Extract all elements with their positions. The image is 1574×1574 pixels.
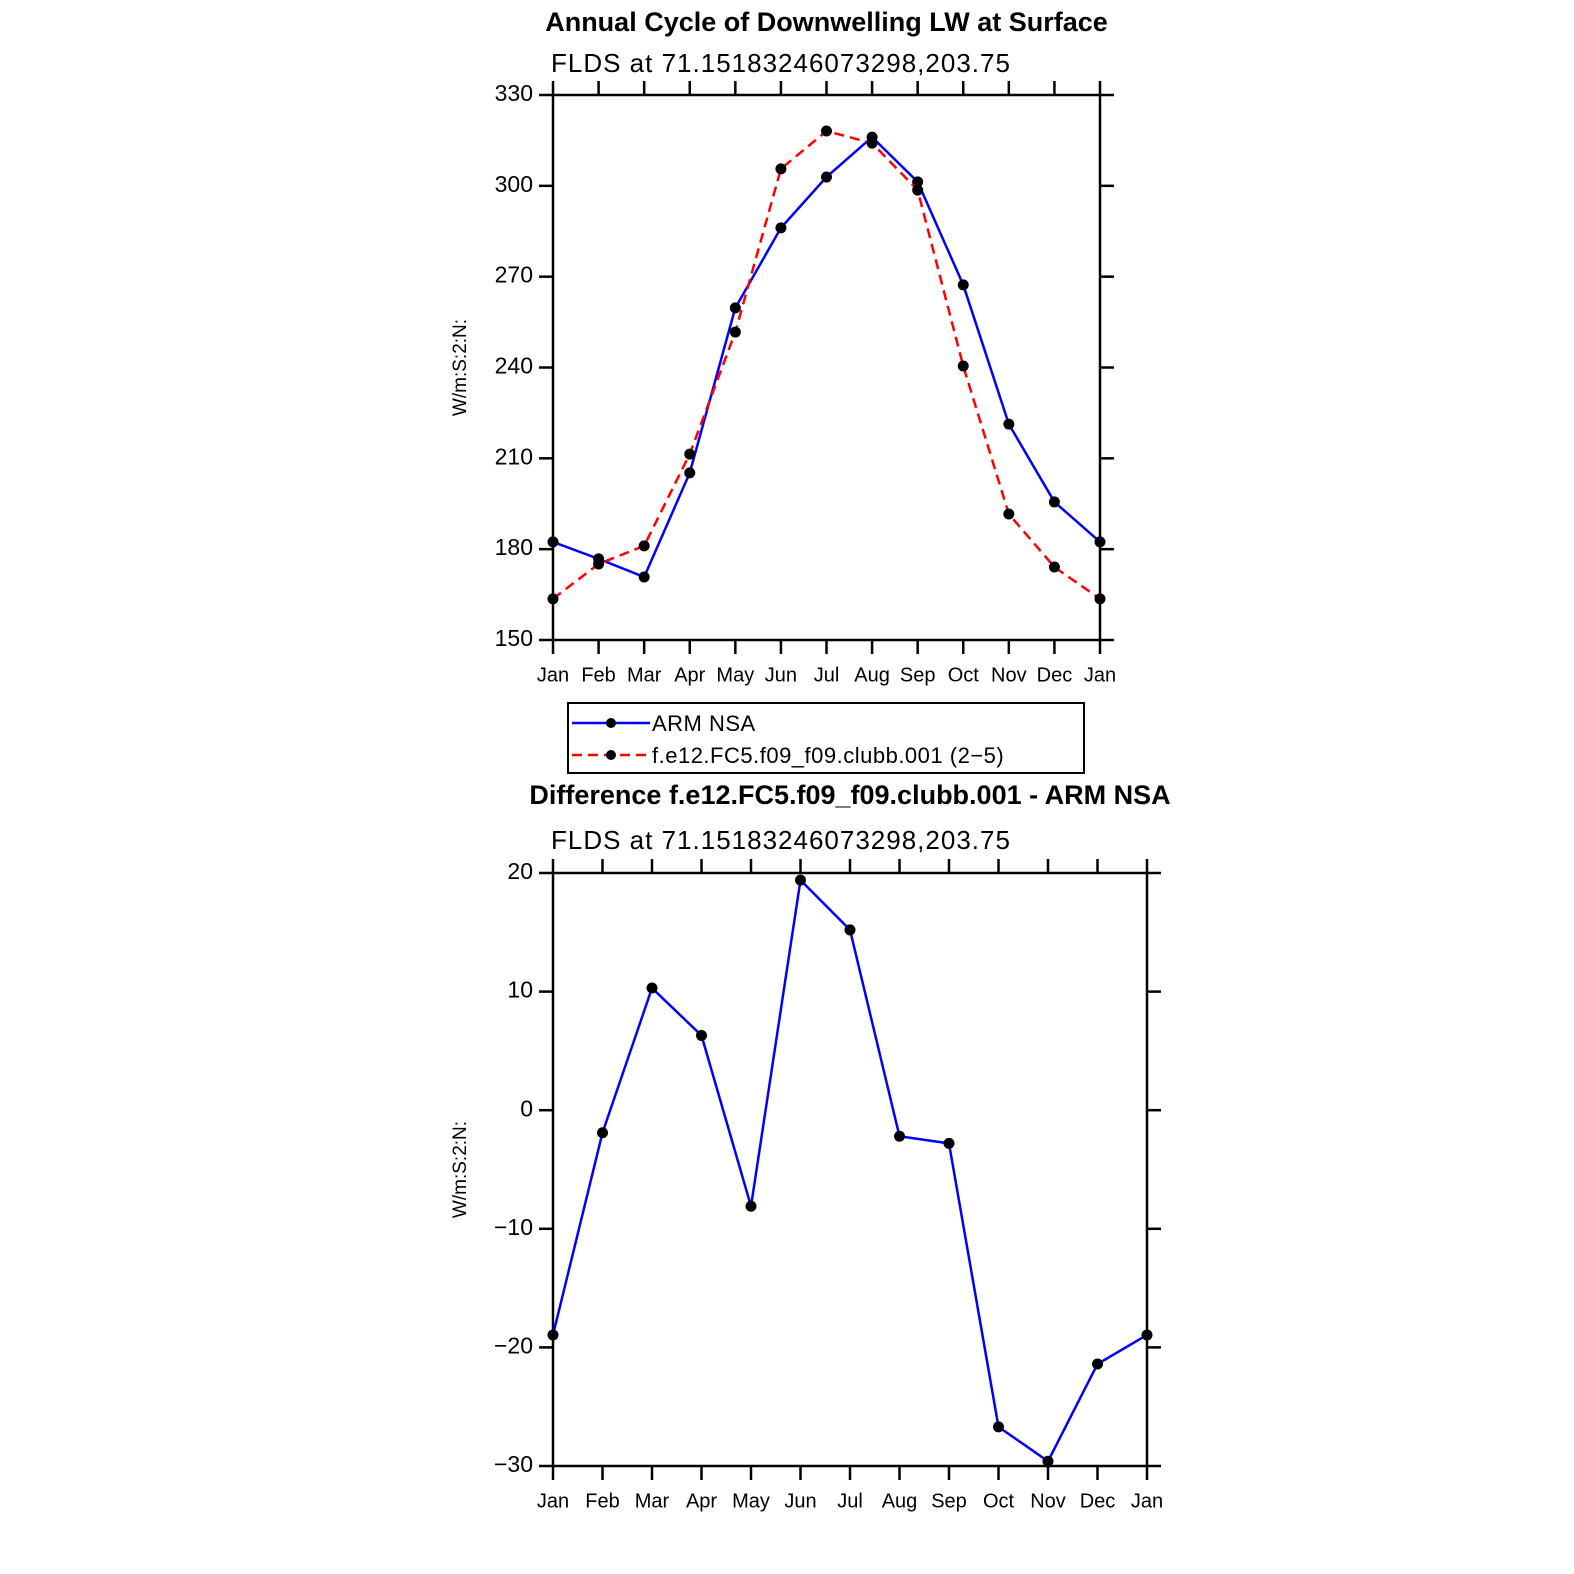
data-point — [775, 222, 787, 234]
data-point — [646, 982, 658, 994]
x-tick-label: Nov — [1030, 1490, 1066, 1512]
x-tick-label: Jan — [537, 664, 569, 686]
data-point — [1092, 1358, 1103, 1370]
x-tick-label: Apr — [686, 1490, 717, 1512]
data-point — [684, 448, 696, 460]
data-point — [1094, 593, 1106, 605]
x-tick-label: Aug — [854, 664, 890, 686]
data-point — [729, 302, 741, 314]
x-tick-label: Jun — [784, 1490, 816, 1512]
y-tick-label: 300 — [495, 171, 533, 197]
data-point — [957, 360, 969, 372]
x-tick-label: Mar — [627, 664, 662, 686]
x-tick-label: Oct — [983, 1490, 1015, 1512]
chart-subtitle: FLDS at 71.15183246073298,203.75 — [551, 48, 1011, 78]
x-tick-label: Jan — [537, 1490, 569, 1512]
legend-box — [567, 702, 1085, 774]
data-point — [795, 874, 806, 886]
data-point — [593, 558, 605, 570]
chart-title: Difference f.e12.FC5.f09_f09.clubb.001 -… — [529, 780, 1170, 810]
legend-label: f.e12.FC5.f09_f09.clubb.001 (2−5) — [652, 743, 1004, 768]
x-tick-label: May — [716, 664, 754, 686]
data-point — [684, 467, 696, 479]
data-point — [1141, 1329, 1153, 1341]
data-point — [638, 540, 650, 552]
plot-frame — [551, 871, 1149, 1468]
y-tick-label: −30 — [494, 1451, 533, 1477]
x-tick-label: Jan — [1131, 1490, 1163, 1512]
data-point — [1048, 561, 1060, 573]
data-point — [597, 1127, 608, 1139]
series-line — [552, 135, 1101, 579]
data-point — [729, 326, 741, 338]
y-tick-label: 0 — [520, 1095, 533, 1121]
data-point — [547, 1329, 559, 1341]
data-point — [638, 571, 650, 583]
y-tick-label: 20 — [507, 858, 533, 884]
x-tick-label: May — [732, 1490, 770, 1512]
x-tick-label: Jul — [814, 664, 840, 686]
y-tick-label: 330 — [495, 80, 533, 106]
x-tick-label: Dec — [1037, 664, 1073, 686]
data-point — [1003, 508, 1015, 520]
data-point — [943, 1137, 955, 1149]
data-point — [821, 171, 832, 183]
x-tick-label: Feb — [581, 664, 615, 686]
x-tick-label: Nov — [991, 664, 1027, 686]
data-point — [1094, 536, 1106, 548]
data-point — [894, 1130, 905, 1142]
x-tick-label: Jan — [1084, 664, 1116, 686]
y-tick-label: 240 — [495, 353, 533, 379]
x-tick-label: Jun — [765, 664, 797, 686]
y-axis-label: W/m:S:2:N: — [450, 1121, 471, 1218]
x-tick-label: Apr — [674, 664, 705, 686]
legend-marker — [606, 750, 616, 760]
data-point — [866, 137, 878, 149]
y-tick-label: 150 — [495, 625, 533, 651]
data-point — [547, 536, 559, 548]
x-tick-label: Oct — [948, 664, 980, 686]
y-tick-label: 210 — [495, 443, 533, 469]
x-tick-label: Sep — [931, 1490, 967, 1512]
x-tick-label: Feb — [585, 1490, 619, 1512]
data-point — [547, 593, 559, 605]
data-point — [1003, 418, 1015, 430]
y-tick-label: 270 — [495, 262, 533, 288]
legend-label: ARM NSA — [652, 711, 756, 736]
x-tick-label: Dec — [1080, 1490, 1116, 1512]
data-point — [912, 184, 924, 196]
chart-title: Annual Cycle of Downwelling LW at Surfac… — [545, 7, 1108, 37]
x-tick-label: Mar — [635, 1490, 670, 1512]
data-point — [821, 125, 832, 137]
data-point — [775, 163, 787, 175]
data-point — [1048, 496, 1060, 508]
series-line — [551, 877, 1148, 1464]
data-point — [993, 1421, 1004, 1433]
data-point — [912, 176, 924, 188]
y-tick-label: −20 — [494, 1332, 533, 1358]
x-tick-label: Jul — [837, 1490, 863, 1512]
y-axis-label: W/m:S:2:N: — [450, 319, 471, 416]
data-point — [957, 279, 969, 291]
y-tick-label: 10 — [507, 977, 533, 1003]
x-tick-label: Aug — [882, 1490, 918, 1512]
data-point — [696, 1029, 707, 1041]
series-line — [552, 129, 1101, 600]
data-point — [844, 924, 856, 936]
y-tick-label: 180 — [495, 534, 533, 560]
chart-subtitle: FLDS at 71.15183246073298,203.75 — [551, 825, 1011, 855]
legend-marker — [606, 718, 616, 728]
x-tick-label: Sep — [900, 664, 936, 686]
data-point — [1042, 1455, 1054, 1467]
data-point — [745, 1200, 757, 1212]
y-tick-label: −10 — [494, 1214, 533, 1240]
